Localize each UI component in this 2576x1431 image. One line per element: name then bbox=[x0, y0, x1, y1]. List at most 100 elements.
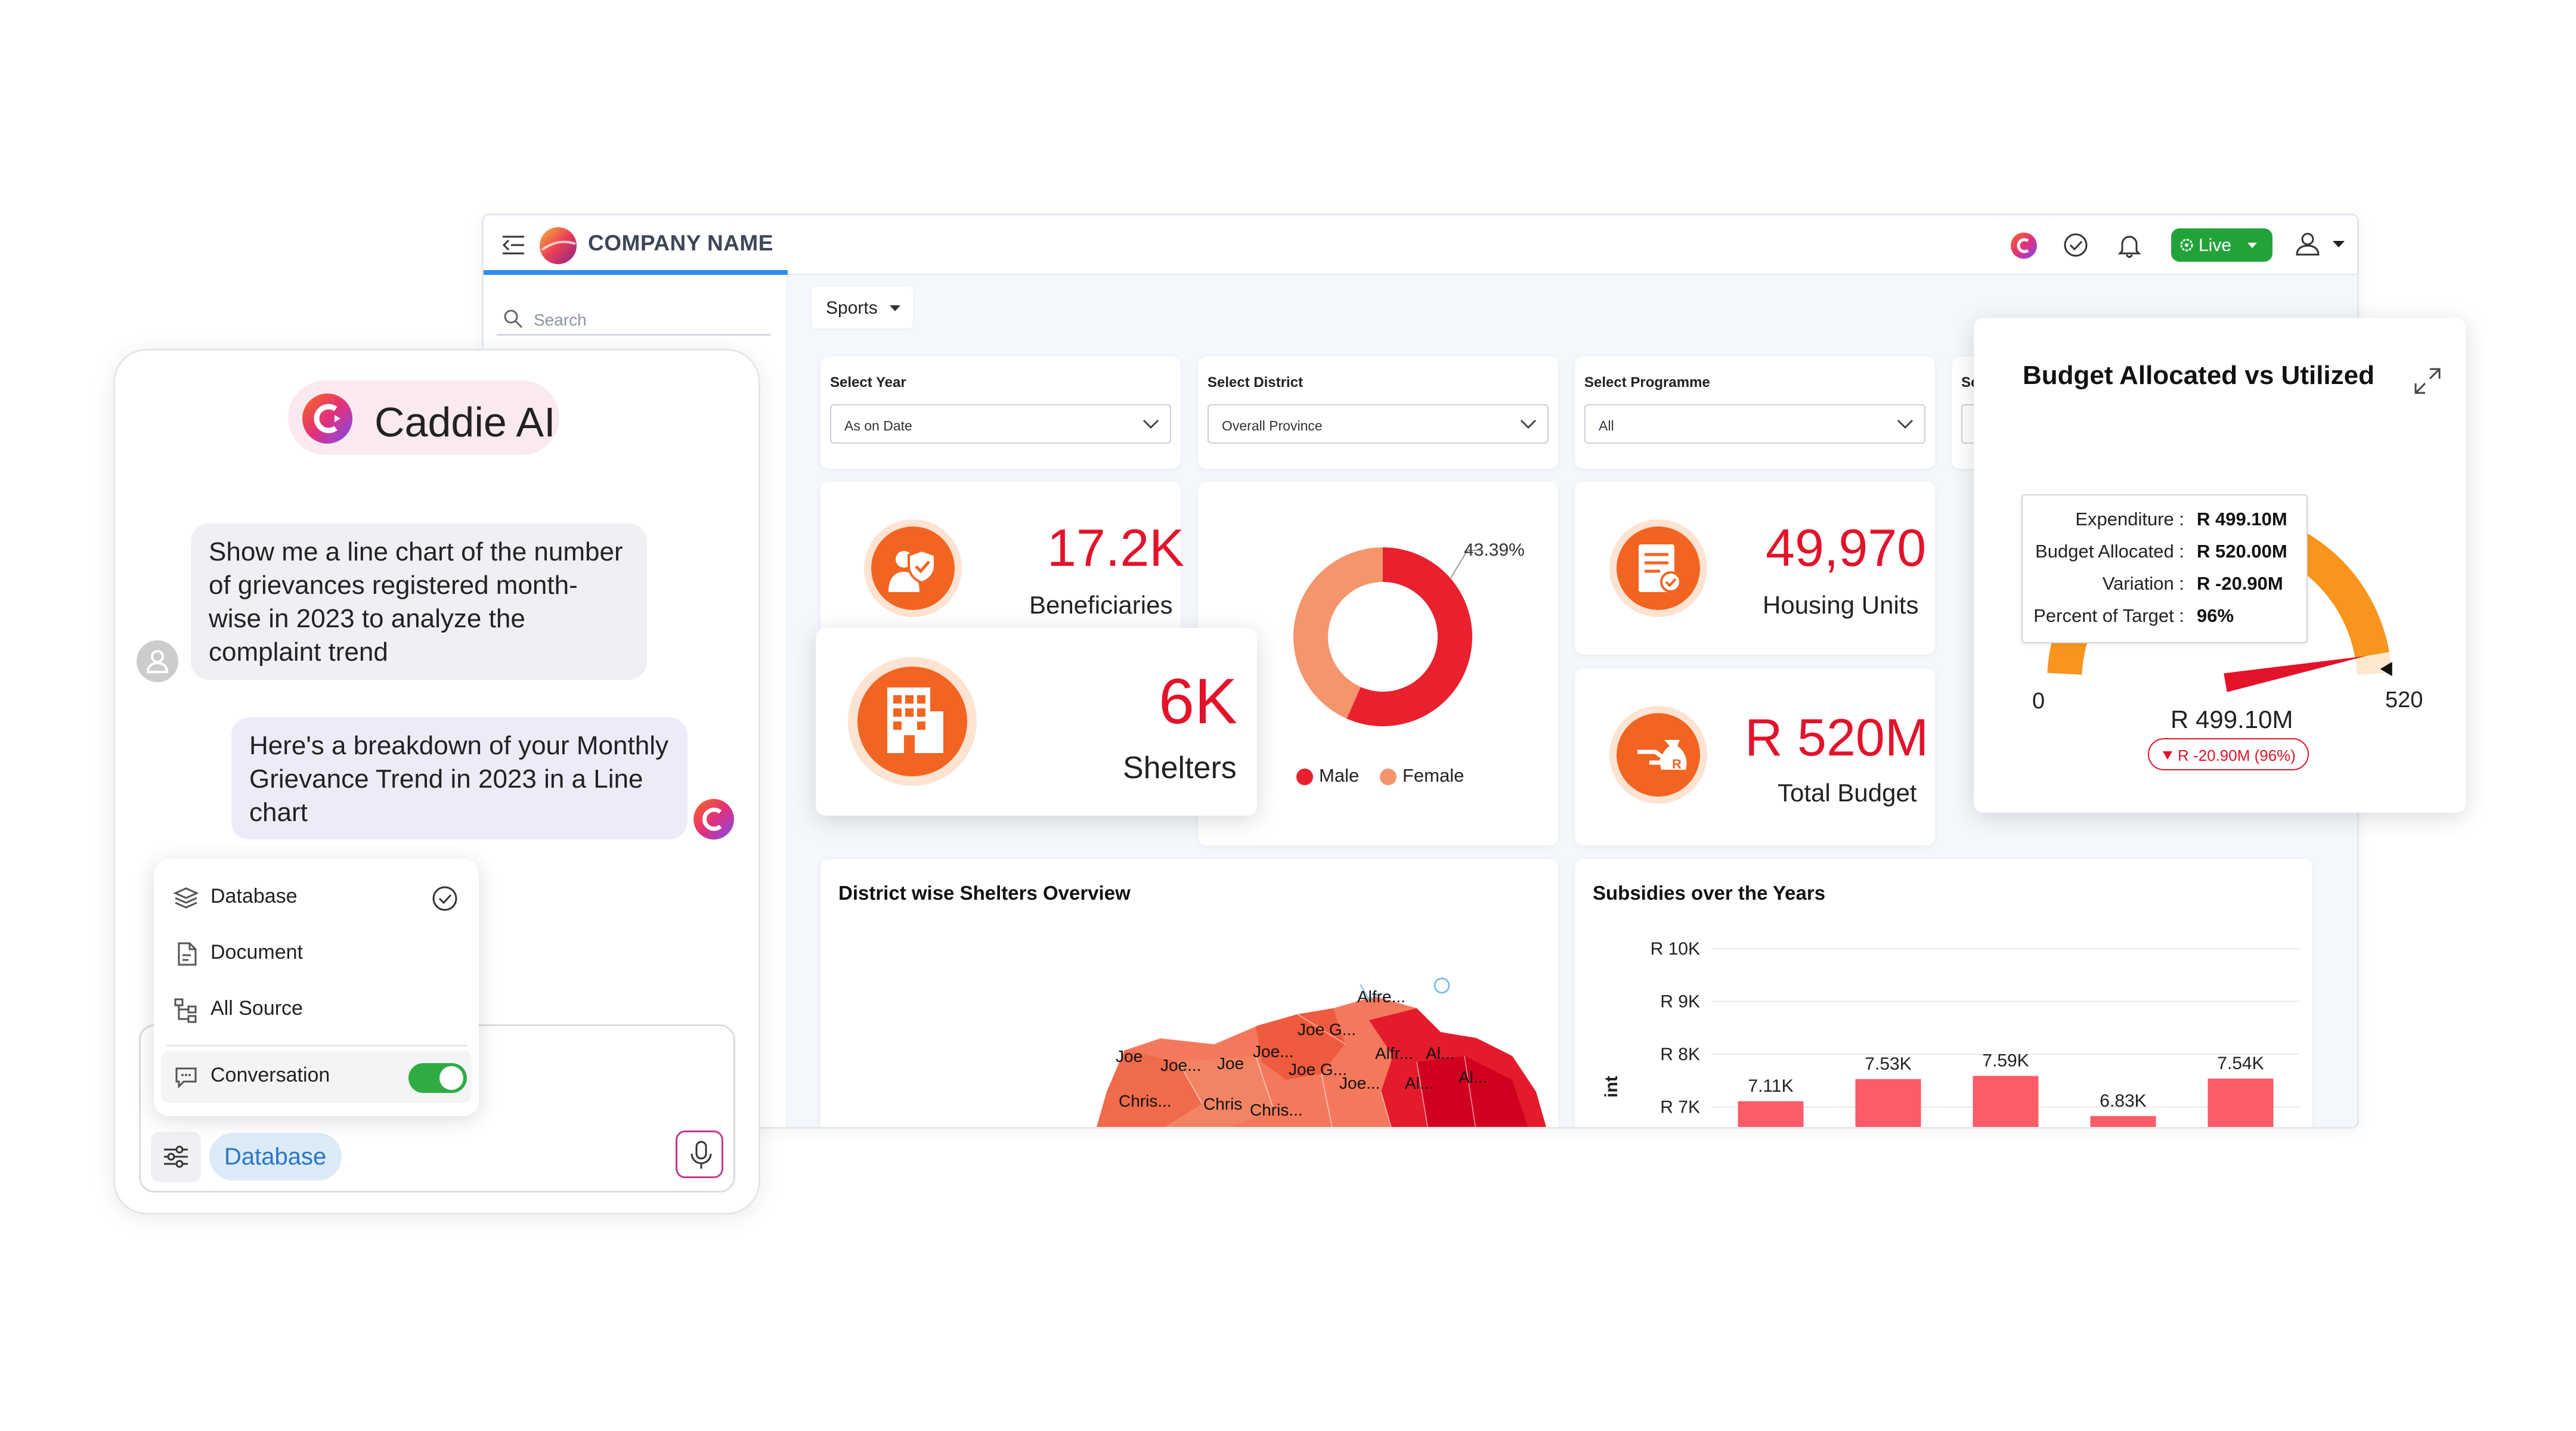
kpi-shelters-value: 6K bbox=[1159, 665, 1238, 737]
subsidy-bar[interactable] bbox=[1738, 1101, 1804, 1129]
search-icon bbox=[504, 309, 523, 329]
chevron-down-icon bbox=[2247, 243, 2257, 248]
kpi-budget-card: R R 520M Total Budget bbox=[1575, 668, 1935, 845]
tooltip-row: Variation : R -20.90M bbox=[2023, 573, 2306, 597]
donut-slice-female[interactable] bbox=[1293, 547, 1383, 719]
source-chip-label: Database bbox=[224, 1144, 327, 1170]
kpi-shelters-card: 6K Shelters bbox=[816, 628, 1257, 816]
donut-percent-label: 43.39% bbox=[1464, 540, 1525, 560]
kpi-beneficiaries-label: Beneficiaries bbox=[1029, 591, 1173, 619]
sidebar-search-input[interactable]: Search bbox=[497, 300, 771, 336]
check-circle-icon bbox=[432, 886, 457, 911]
map-label: Al... bbox=[1459, 1068, 1488, 1086]
kpi-budget-label: Total Budget bbox=[1778, 779, 1917, 807]
company-logo bbox=[540, 227, 577, 264]
subsidies-title: Subsidies over the Years bbox=[1593, 882, 1826, 904]
category-dropdown[interactable]: Sports bbox=[812, 287, 913, 329]
mic-button[interactable] bbox=[676, 1130, 723, 1178]
menu-item-all-source[interactable]: All Source bbox=[154, 984, 479, 1036]
y-tick-label: R 8K bbox=[1660, 1045, 1700, 1064]
variance-badge: R -20.90M (96%) bbox=[2148, 738, 2309, 770]
menu-item-all-source-label: All Source bbox=[210, 997, 303, 1020]
donut-leader-line bbox=[1450, 550, 1478, 578]
filter-programme-label: Select Programme bbox=[1584, 374, 1710, 391]
gender-donut-chart bbox=[1293, 547, 1472, 726]
live-dropdown[interactable]: Live bbox=[2171, 228, 2272, 262]
filter-year-select[interactable]: As on Date bbox=[830, 404, 1171, 444]
donut-slice-male[interactable] bbox=[1346, 547, 1472, 726]
map-label: Chris bbox=[1203, 1095, 1243, 1113]
chevron-down-icon bbox=[1520, 419, 1537, 429]
expand-icon[interactable] bbox=[2412, 366, 2443, 397]
chat-bubble-icon bbox=[175, 1067, 197, 1089]
bar-value-label: 6.83K bbox=[2100, 1091, 2146, 1111]
subsidy-bar[interactable] bbox=[2207, 1078, 2274, 1129]
caddie-title: Caddie AI bbox=[374, 399, 556, 445]
bell-icon[interactable] bbox=[2116, 232, 2142, 258]
kpi-shelters-label: Shelters bbox=[1123, 751, 1237, 785]
legend-male-swatch bbox=[1296, 769, 1313, 785]
caddie-chat-panel: Caddie AI Show me a line chart of the nu… bbox=[113, 349, 760, 1215]
tooltip-key: Budget Allocated : bbox=[2035, 541, 2184, 562]
bar-value-label: 7.59K bbox=[1982, 1051, 2029, 1070]
menu-item-conversation[interactable]: Conversation bbox=[161, 1051, 472, 1103]
filter-programme-select[interactable]: All bbox=[1584, 404, 1925, 444]
user-menu-chevron-icon[interactable] bbox=[2332, 240, 2345, 249]
tooltip-value: R 520.00M bbox=[2197, 541, 2287, 562]
menu-item-document[interactable]: Document bbox=[154, 928, 479, 980]
source-chip[interactable]: Database bbox=[209, 1133, 342, 1181]
settings-filter-button[interactable] bbox=[151, 1132, 201, 1182]
kpi-housing-label: Housing Units bbox=[1763, 591, 1919, 619]
bar-value-label: 7.53K bbox=[1865, 1054, 1911, 1074]
conversation-label: Conversation bbox=[210, 1064, 330, 1086]
menu-item-database[interactable]: Database bbox=[154, 872, 479, 924]
legend-female-swatch bbox=[1380, 769, 1397, 785]
gender-donut-card: 43.39% Male Female bbox=[1198, 482, 1558, 845]
subsidy-bar[interactable] bbox=[1973, 1076, 2039, 1129]
live-label: Live bbox=[2199, 236, 2232, 255]
subsidies-bar-chart: R 10K R 9K R 8K R 7K 7.11K 7.53K 7.59K 6.83K 7.5… bbox=[1651, 939, 2299, 1129]
map-label: Joe... bbox=[1160, 1056, 1202, 1074]
menu-item-document-label: Document bbox=[210, 941, 303, 964]
sliders-icon bbox=[164, 1145, 188, 1168]
subsidies-y-axis-title: int bbox=[1602, 1076, 1621, 1098]
kpi-beneficiaries-card: 17.2K Beneficiaries bbox=[821, 482, 1184, 655]
tooltip-key: Percent of Target : bbox=[2033, 605, 2184, 626]
bar-value-label: 7.54K bbox=[2217, 1054, 2264, 1073]
variance-badge-text: R -20.90M (96%) bbox=[2178, 747, 2296, 764]
chevron-down-icon bbox=[890, 305, 900, 311]
y-tick-label: R 9K bbox=[1660, 992, 1700, 1012]
menu-divider bbox=[166, 1045, 467, 1046]
ai-message-bubble: Here's a breakdown of your Monthly Griev… bbox=[231, 717, 688, 840]
user-avatar-icon bbox=[137, 640, 178, 682]
legend-female-label: Female bbox=[1402, 765, 1465, 786]
database-icon bbox=[173, 887, 199, 909]
money-bag-icon: R bbox=[1609, 706, 1707, 804]
document-icon bbox=[178, 942, 197, 966]
gear-icon bbox=[2180, 238, 2193, 252]
building-icon bbox=[848, 657, 977, 786]
map-label: Joe... bbox=[1253, 1042, 1294, 1061]
filter-year-label: Select Year bbox=[830, 374, 906, 391]
district-map-panel: District wise Shelters Overview Alfre...… bbox=[821, 859, 1558, 1129]
conversation-toggle[interactable] bbox=[408, 1063, 467, 1093]
tooltip-key: Expenditure : bbox=[2075, 509, 2184, 529]
filter-district-select[interactable]: Overall Province bbox=[1208, 404, 1549, 444]
check-circle-icon[interactable] bbox=[2063, 232, 2089, 258]
user-icon[interactable] bbox=[2293, 230, 2322, 258]
menu-collapse-icon[interactable] bbox=[501, 234, 525, 256]
search-placeholder: Search bbox=[534, 311, 587, 329]
map-label: Al... bbox=[1405, 1074, 1434, 1092]
district-shelters-map[interactable] bbox=[1059, 972, 1548, 1129]
map-label: Al... bbox=[1426, 1044, 1455, 1063]
tooltip-row: Percent of Target : 96% bbox=[2023, 605, 2306, 629]
filter-district-value: Overall Province bbox=[1222, 418, 1323, 433]
caddie-avatar-icon bbox=[693, 799, 734, 840]
subsidy-bar[interactable] bbox=[1855, 1079, 1921, 1129]
subsidy-bar[interactable] bbox=[2090, 1116, 2156, 1129]
user-message-bubble: Show me a line chart of the number of gr… bbox=[191, 524, 647, 680]
bar-value-label: 7.11K bbox=[1748, 1076, 1793, 1096]
caddie-logo-icon[interactable] bbox=[2010, 232, 2038, 259]
kpi-housing-card: 49,970 Housing Units bbox=[1575, 482, 1935, 655]
map-label: Chris... bbox=[1119, 1092, 1172, 1110]
